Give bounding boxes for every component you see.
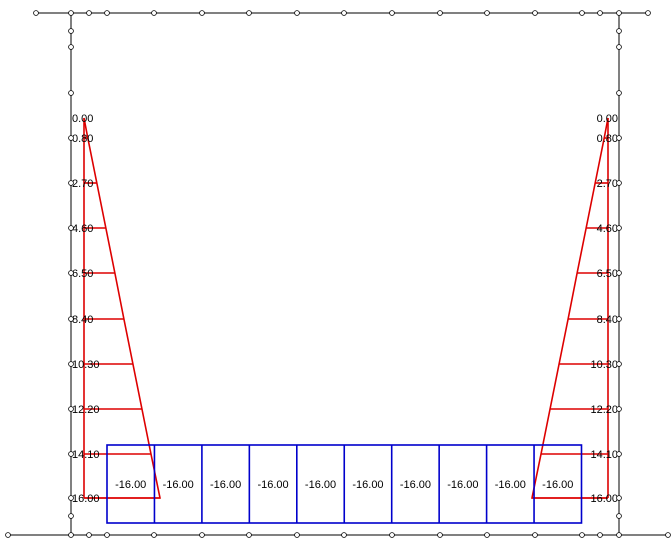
bottom-load-label: -16.00 (447, 479, 478, 491)
frame-node-icon (68, 270, 74, 276)
frame-node-icon (68, 495, 74, 501)
left-wall-load-label: 2.70 (72, 178, 93, 190)
bottom-load-label: -16.00 (305, 479, 336, 491)
left-wall-load-label: 0.80 (72, 133, 93, 145)
right-wall-pressure (531, 117, 609, 499)
frame-node-icon (104, 10, 110, 16)
frame-node-icon (665, 532, 671, 538)
left-wall-load-envelope (83, 117, 161, 499)
left-wall-load-label: 6.50 (72, 268, 93, 280)
bottom-load-label: -16.00 (210, 479, 241, 491)
frame-node-icon (484, 10, 490, 16)
frame-node-icon (616, 406, 622, 412)
left-wall-load-label: 8.40 (72, 314, 93, 326)
right-wall-load-label: 2.70 (597, 178, 618, 190)
frame-node-icon (68, 316, 74, 322)
frame-node-icon (616, 10, 622, 16)
frame-node-icon (151, 10, 157, 16)
frame-node-icon (616, 180, 622, 186)
bottom-load-label: -16.00 (352, 479, 383, 491)
frame-node-icon (579, 532, 585, 538)
frame-node-icon (151, 532, 157, 538)
frame-node-icon (68, 180, 74, 186)
frame-node-icon (616, 495, 622, 501)
frame-node-icon (579, 10, 585, 16)
frame-node-icon (5, 532, 11, 538)
frame-node-icon (246, 10, 252, 16)
frame-node-icon (616, 532, 622, 538)
right-wall-load-label: 12.20 (590, 404, 618, 416)
frame-node-icon (341, 532, 347, 538)
frame-node-icon (616, 225, 622, 231)
right-wall-load-label: 0.00 (597, 113, 618, 125)
left-wall-pressure (83, 117, 161, 499)
frame-node-icon (104, 532, 110, 538)
right-wall-load-label: 6.50 (597, 268, 618, 280)
frame-node-icon (68, 90, 74, 96)
frame-node-icon (68, 513, 74, 519)
bottom-load-label: -16.00 (163, 479, 194, 491)
frame-node-icon (532, 532, 538, 538)
frame-node-icon (246, 532, 252, 538)
frame-node-icon (199, 10, 205, 16)
frame-node-icon (616, 90, 622, 96)
frame-node-icon (597, 10, 603, 16)
frame-node-icon (616, 28, 622, 34)
load-layer (83, 117, 609, 499)
frame-node-icon (532, 10, 538, 16)
bottom-load-label: -16.00 (400, 479, 431, 491)
right-wall-load-label: 10.30 (590, 359, 618, 371)
frame-node-icon (616, 44, 622, 50)
frame-node-icon (86, 532, 92, 538)
frame-node-icon (341, 10, 347, 16)
left-wall-load-label: 16.00 (72, 493, 100, 505)
frame-node-icon (68, 361, 74, 367)
frame-node-icon (616, 361, 622, 367)
right-wall-load-label: 4.60 (597, 223, 618, 235)
left-wall-load-label: 12.20 (72, 404, 100, 416)
frame-node-icon (294, 532, 300, 538)
bottom-load-label: -16.00 (542, 479, 573, 491)
value-labels: 0.00 0.80 2.70 4.60 6.50 8.40 10.30 12.20 14.10 1… (72, 113, 618, 505)
bottom-load-label: -16.00 (495, 479, 526, 491)
frame-node-icon (616, 135, 622, 141)
right-wall-load-label: 16.00 (590, 493, 618, 505)
frame-node-icon (68, 135, 74, 141)
frame-node-icon (437, 10, 443, 16)
frame-node-icon (68, 10, 74, 16)
frame-node-icon (389, 10, 395, 16)
frame-node-icon (437, 532, 443, 538)
right-wall-load-label: 14.10 (590, 449, 618, 461)
bottom-load-label: -16.00 (115, 479, 146, 491)
right-wall-load-label: 0.80 (597, 133, 618, 145)
frame-node-icon (616, 270, 622, 276)
frame-node-icon (616, 513, 622, 519)
frame-nodes (5, 10, 671, 538)
right-wall-load-envelope (531, 117, 609, 499)
left-wall-load-label: 0.00 (72, 113, 93, 125)
frame-node-icon (645, 10, 651, 16)
frame-node-icon (68, 532, 74, 538)
left-wall-load-label: 10.30 (72, 359, 100, 371)
frame-node-icon (68, 406, 74, 412)
frame-node-icon (199, 532, 205, 538)
frame-node-icon (616, 451, 622, 457)
frame-node-icon (68, 44, 74, 50)
frame-node-icon (389, 532, 395, 538)
bottom-load-label: -16.00 (257, 479, 288, 491)
frame-node-icon (597, 532, 603, 538)
frame-node-icon (33, 10, 39, 16)
frame-node-icon (294, 10, 300, 16)
frame-node-icon (86, 10, 92, 16)
frame-node-icon (484, 532, 490, 538)
left-wall-load-label: 14.10 (72, 449, 100, 461)
bottom-load-layer (106, 444, 583, 524)
left-wall-load-label: 4.60 (72, 223, 93, 235)
frame-node-icon (68, 225, 74, 231)
frame-node-icon (68, 28, 74, 34)
frame-node-icon (616, 316, 622, 322)
frame-node-icon (68, 451, 74, 457)
right-wall-load-label: 8.40 (597, 314, 618, 326)
